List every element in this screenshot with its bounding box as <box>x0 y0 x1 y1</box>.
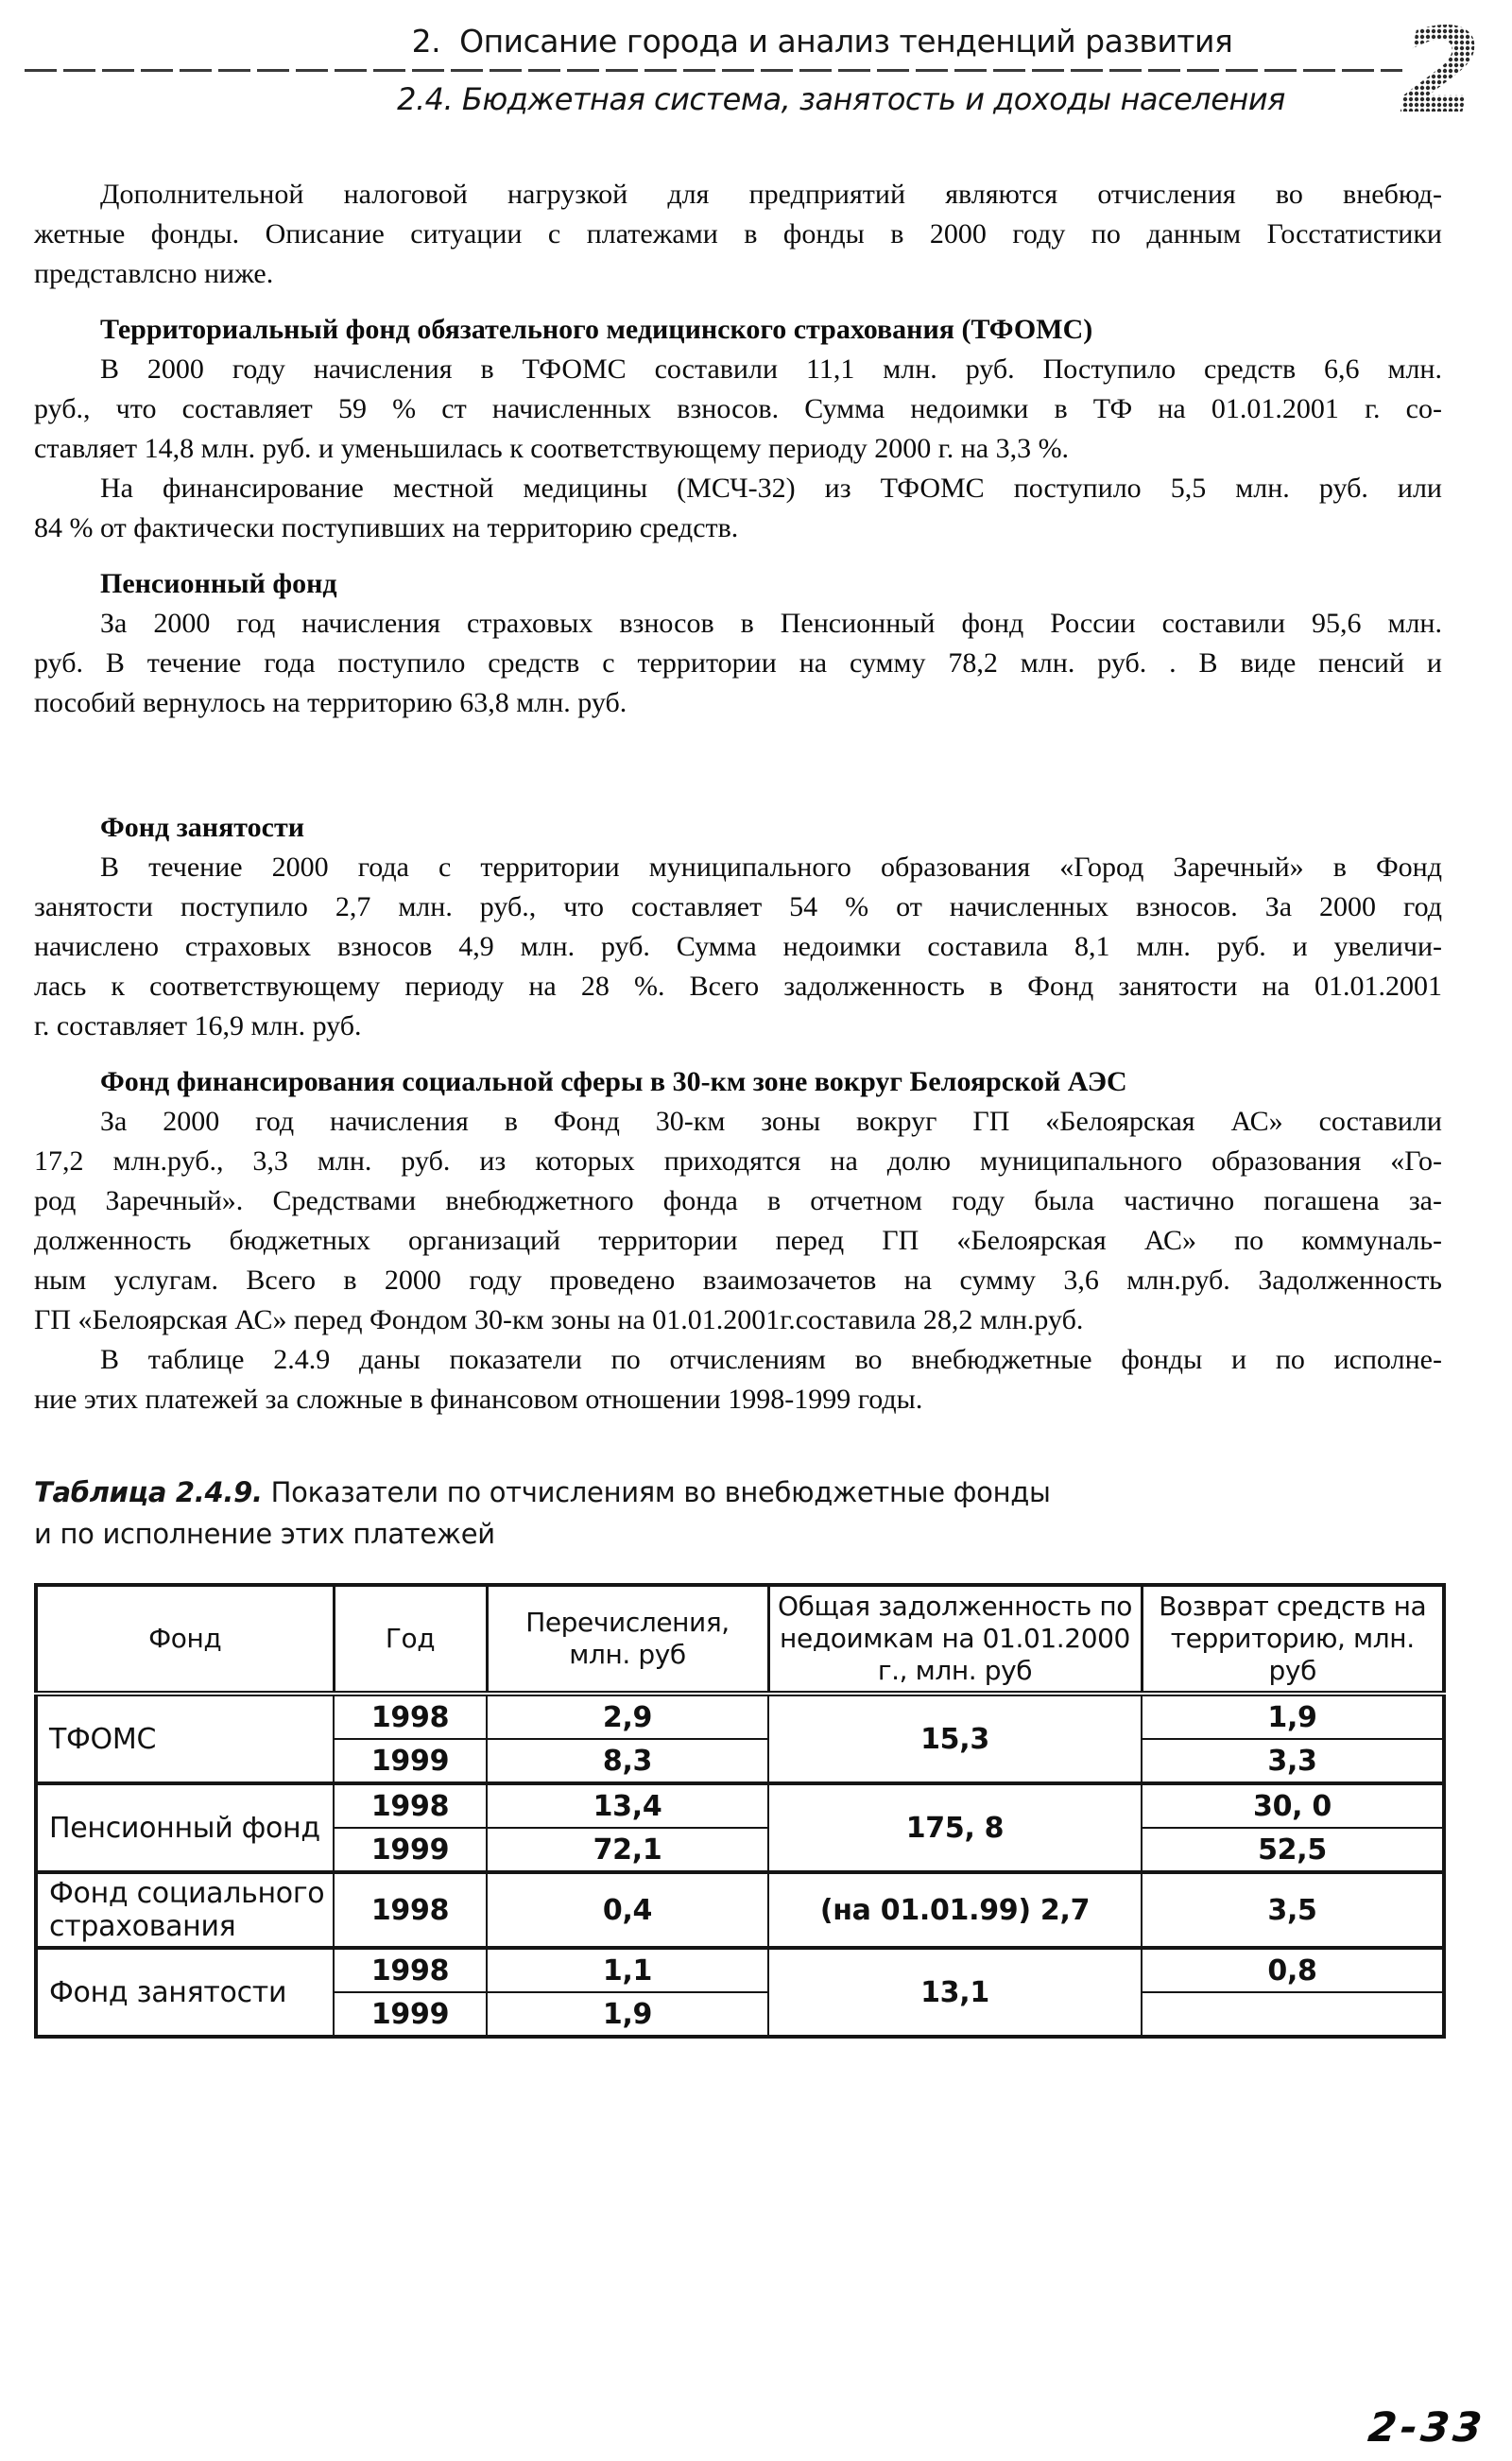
table-row: Фонд социального страхования 1998 0,4 (н… <box>35 1870 1445 1950</box>
column-header-transfers: Перечисления, млн. руб <box>485 1583 770 1697</box>
debt-cell: (на 01.01.99) 2,7 <box>767 1870 1143 1950</box>
funds-table: Фонд Год Перечисления, млн. руб Общая за… <box>34 1583 1446 2039</box>
text-line: г. составляет 16,9 млн. руб. <box>34 1010 362 1041</box>
paragraph: Дополнительной налоговой нагрузкой для п… <box>34 175 1442 294</box>
value-cell: 13,4 <box>486 1781 769 1830</box>
paragraph: В течение 2000 года с территории муницип… <box>34 848 1442 1046</box>
year-cell: 1998 <box>333 1870 488 1950</box>
value-cell: 72,1 <box>486 1827 769 1874</box>
fund-cell: Пенсионный фонд <box>35 1781 335 1874</box>
return-cell: 3,3 <box>1141 1738 1445 1785</box>
fund-cell: Фонд занятости <box>35 1946 335 2039</box>
table-caption: Таблица 2.4.9. Показатели по отчислениям… <box>34 1471 1442 1555</box>
text-line: руб., что составляет 59 % ст начисленных… <box>34 393 1442 424</box>
return-cell <box>1141 1991 1445 2039</box>
text-line: начислено страховых взносов 4,9 млн. руб… <box>34 931 1442 962</box>
text-line: жетные фонды. Описание ситуации с платеж… <box>34 218 1442 250</box>
year-cell: 1999 <box>333 1991 488 2039</box>
year-cell: 1998 <box>333 1946 488 1994</box>
value-cell: 2,9 <box>486 1692 769 1741</box>
table-row: 1999 72,1 52,5 <box>36 1827 1445 1874</box>
paragraph: За 2000 год начисления в Фонд 30-км зоны… <box>34 1102 1442 1340</box>
table-caption-line2: и по исполнение этих платежей <box>34 1518 495 1550</box>
paragraph: За 2000 год начисления страховых взносов… <box>34 604 1442 723</box>
column-header-debt: Общая задолженность по недоимкам на 01.0… <box>766 1583 1143 1697</box>
column-header-fund: Фонд <box>34 1583 335 1697</box>
return-cell: 52,5 <box>1141 1827 1445 1874</box>
section-header: 2.4. Бюджетная система, занятость и дохо… <box>397 81 1285 117</box>
table-caption-text: Показатели по отчислениям во внебюджетны… <box>270 1476 1051 1508</box>
table-row: ТФОМС 1998 2,9 15,3 1,9 <box>35 1692 1445 1785</box>
paragraph: В 2000 году начисления в ТФОМС составили… <box>34 350 1442 469</box>
svg-text:2: 2 <box>1400 17 1481 129</box>
value-cell: 1,9 <box>486 1991 769 2039</box>
return-cell: 1,9 <box>1141 1692 1445 1741</box>
text-line: пособий вернулось на территорию 63,8 млн… <box>34 687 627 718</box>
section-heading-pension: Пенсионный фонд <box>100 568 337 599</box>
section-heading-tfoms: Территориальный фонд обязательного медиц… <box>100 314 1093 345</box>
text-line: ным услугам. Всего в 2000 году проведено… <box>34 1265 1442 1296</box>
value-cell: 8,3 <box>486 1738 769 1785</box>
text-line: На финансирование местной медицины (МСЧ-… <box>100 473 1442 504</box>
text-line: руб. В течение года поступило средств с … <box>34 647 1442 679</box>
year-cell: 1999 <box>333 1827 488 1874</box>
text-line: В 2000 году начисления в ТФОМС составили… <box>100 353 1442 385</box>
text-line: 17,2 млн.руб., 3,3 млн. руб. из которых … <box>34 1145 1442 1177</box>
fund-cell: Фонд социального страхования <box>35 1870 335 1950</box>
text-line: долженность бюджетных организаций террит… <box>34 1225 1442 1256</box>
column-header-returns: Возврат средств на территорию, млн. руб <box>1140 1583 1446 1697</box>
table-caption-label: Таблица 2.4.9. <box>34 1476 263 1508</box>
debt-cell: 13,1 <box>767 1946 1143 2039</box>
text-line: лась к соответствующему периоду на 28 %.… <box>34 971 1442 1002</box>
page-number: 2-33 <box>1366 2404 1488 2452</box>
text-line: представлсно ниже. <box>34 258 274 289</box>
fund-cell: ТФОМС <box>35 1692 335 1785</box>
text-line: За 2000 год начисления в Фонд 30-км зоны… <box>100 1106 1442 1137</box>
value-cell: 1,1 <box>486 1946 769 1994</box>
table-row: 1999 8,3 3,3 <box>36 1738 1445 1785</box>
text-line: ставляет 14,8 млн. руб. и уменьшилась к … <box>34 433 1070 464</box>
text-line: В таблице 2.4.9 даны показатели по отчис… <box>100 1344 1442 1375</box>
text-line: 84 % от фактически поступивших на террит… <box>34 512 739 543</box>
section-heading-social-fund: Фонд финансирования социальной сферы в 3… <box>100 1066 1127 1097</box>
document-body: Дополнительной налоговой нагрузкой для п… <box>34 175 1446 2039</box>
text-line: род Заречный». Средствами внебюджетного … <box>34 1185 1442 1216</box>
text-line: Дополнительной налоговой нагрузкой для п… <box>100 179 1442 210</box>
return-cell: 30, 0 <box>1141 1781 1445 1830</box>
year-cell: 1998 <box>333 1692 488 1741</box>
text-line: За 2000 год начисления страховых взносов… <box>100 608 1442 639</box>
paragraph: В таблице 2.4.9 даны показатели по отчис… <box>34 1340 1442 1420</box>
debt-cell: 175, 8 <box>767 1781 1143 1874</box>
return-cell: 0,8 <box>1141 1946 1445 1994</box>
header-divider <box>25 69 1402 72</box>
table-row: Пенсионный фонд 1998 13,4 175, 8 30, 0 <box>35 1781 1445 1874</box>
table-row: Фонд занятости 1998 1,1 13,1 0,8 <box>35 1946 1445 2039</box>
chapter-header: 2. Описание города и анализ тенденций ра… <box>411 23 1233 60</box>
section-heading-employment: Фонд занятости <box>100 812 304 843</box>
debt-cell: 15,3 <box>767 1692 1143 1785</box>
text-line: занятости поступило 2,7 млн. руб., что с… <box>34 891 1442 922</box>
value-cell: 0,4 <box>486 1870 769 1950</box>
table-caption-line1: Таблица 2.4.9. Показатели по отчислениям… <box>34 1471 1442 1513</box>
year-cell: 1998 <box>333 1781 488 1830</box>
text-line: ГП «Белоярская АС» перед Фондом 30-км зо… <box>34 1304 1084 1335</box>
column-header-year: Год <box>332 1583 489 1697</box>
year-cell: 1999 <box>333 1738 488 1785</box>
paragraph: На финансирование местной медицины (МСЧ-… <box>34 469 1442 548</box>
table-row: 1999 1,9 <box>36 1991 1445 2039</box>
text-line: В течение 2000 года с территории муницип… <box>100 852 1442 883</box>
chapter-number-graphic: 2 <box>1385 4 1482 140</box>
return-cell: 3,5 <box>1141 1870 1445 1950</box>
table-header-row: Фонд Год Перечисления, млн. руб Общая за… <box>34 1583 1446 1697</box>
text-line: ние этих платежей за сложные в финансово… <box>34 1384 923 1415</box>
